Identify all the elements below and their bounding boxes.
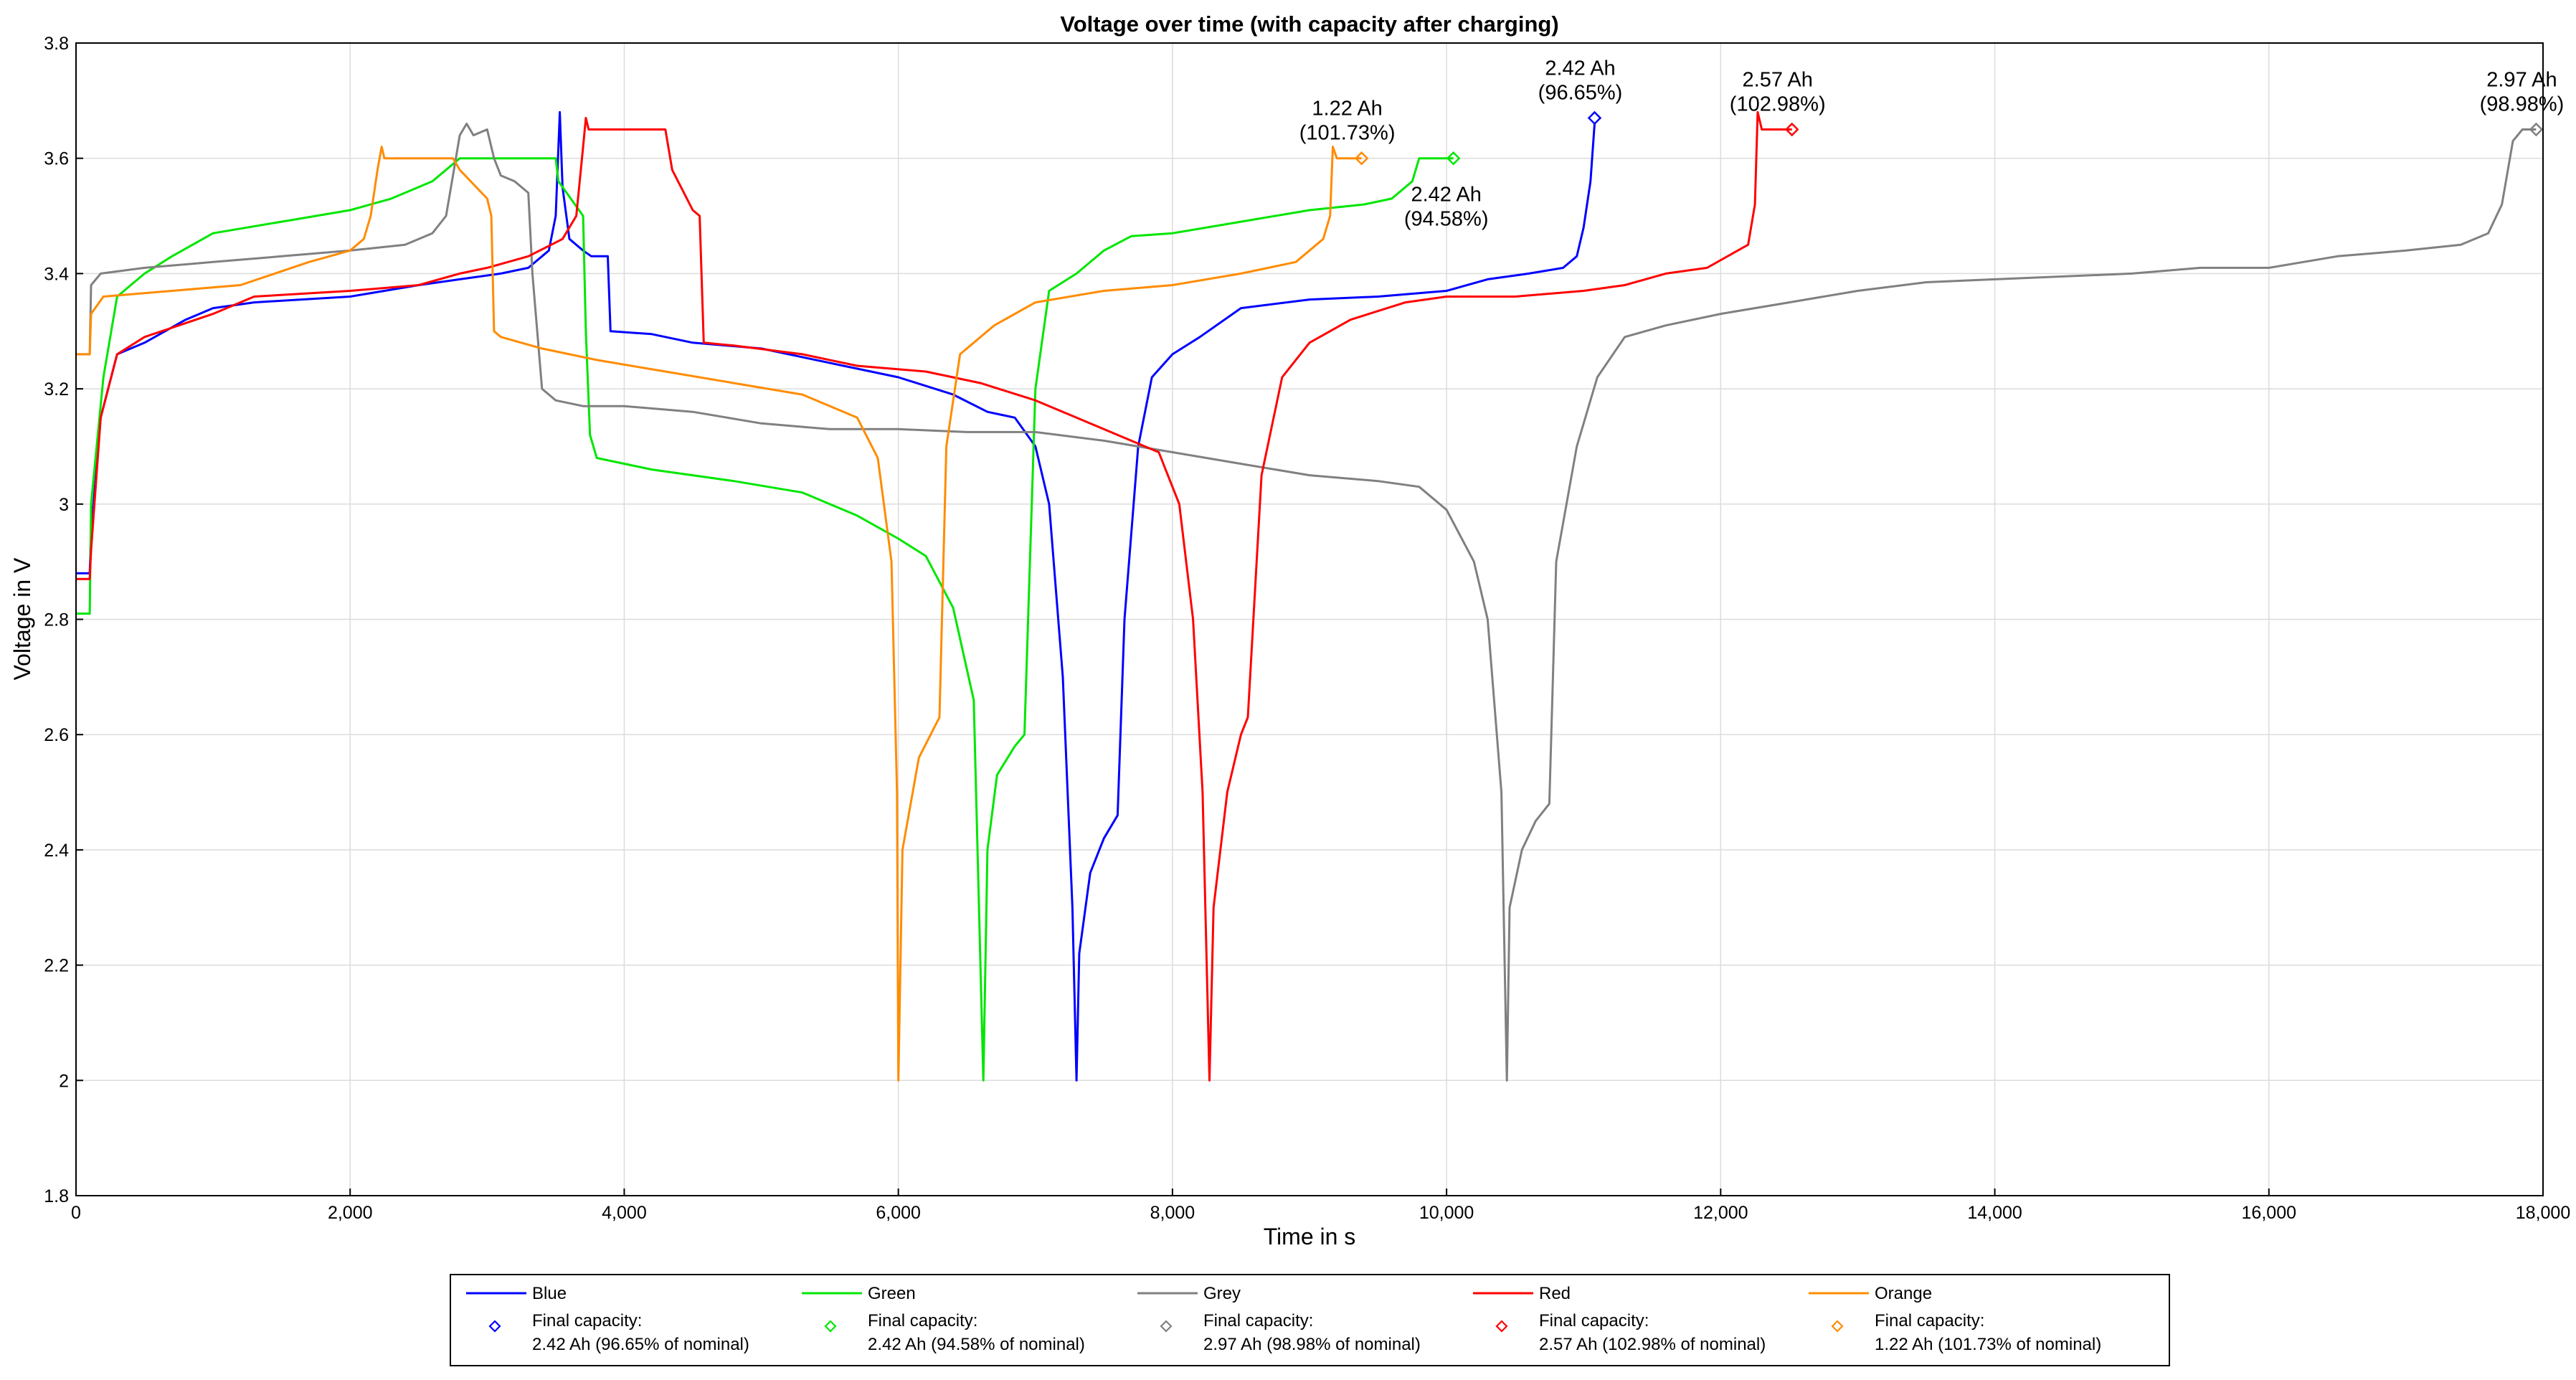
legend-label-grey: Grey bbox=[1203, 1284, 1241, 1303]
y-tick-label: 3 bbox=[59, 495, 69, 515]
legend-label-blue: Blue bbox=[532, 1284, 567, 1303]
x-tick-label: 6,000 bbox=[876, 1203, 921, 1223]
legend-marker-red bbox=[1495, 1320, 1508, 1333]
capacity-annotations: 2.42 Ah(96.65%)2.42 Ah(94.58%)2.97 Ah(98… bbox=[1299, 57, 2565, 230]
legend-label-red: Red bbox=[1539, 1284, 1571, 1303]
legend-marker-value-blue: 2.42 Ah (96.65% of nominal) bbox=[532, 1335, 749, 1354]
legend-marker-label-green: Final capacity: bbox=[868, 1311, 977, 1331]
legend: Blue Final capacity: 2.42 Ah (96.65% of no… bbox=[450, 1274, 2170, 1366]
y-tick-label: 2.2 bbox=[44, 956, 69, 976]
y-tick-label: 3.4 bbox=[44, 264, 69, 284]
series-line-red bbox=[76, 110, 1792, 1082]
legend-marker-value-red: 2.57 Ah (102.98% of nominal) bbox=[1539, 1335, 1766, 1354]
legend-marker-value-green: 2.42 Ah (94.58% of nominal) bbox=[868, 1335, 1085, 1354]
capacity-annotation-orange: 1.22 Ah bbox=[1312, 98, 1382, 120]
x-tick-label: 2,000 bbox=[328, 1203, 373, 1223]
series-line-grey bbox=[76, 123, 2537, 1082]
final-capacity-marker-grey bbox=[2529, 122, 2544, 137]
series-line-blue bbox=[76, 110, 1596, 1082]
y-tick-label: 1.8 bbox=[44, 1186, 69, 1206]
y-tick-label: 2.8 bbox=[44, 610, 69, 630]
final-capacity-marker-blue bbox=[1587, 110, 1602, 126]
legend-marker-green bbox=[824, 1320, 837, 1333]
x-tick-label: 18,000 bbox=[2516, 1203, 2570, 1223]
final-capacity-marker-orange bbox=[1354, 151, 1369, 166]
x-tick-label: 0 bbox=[71, 1203, 81, 1223]
legend-marker-label-orange: Final capacity: bbox=[1875, 1311, 1984, 1331]
capacity-annotation-green: 2.42 Ah bbox=[1411, 184, 1481, 207]
x-axis-label: Time in s bbox=[1264, 1224, 1356, 1249]
capacity-annotation-grey: 2.97 Ah bbox=[2486, 69, 2557, 92]
final-capacity-marker-red bbox=[1784, 122, 1799, 137]
y-tick-label: 2.6 bbox=[44, 725, 69, 745]
x-tick-label: 4,000 bbox=[602, 1203, 647, 1223]
legend-marker-orange bbox=[1831, 1320, 1844, 1333]
legend-marker-blue bbox=[488, 1320, 501, 1333]
capacity-annotation-percent-blue: (96.65%) bbox=[1538, 81, 1623, 104]
series-line-orange bbox=[76, 146, 1362, 1082]
y-tick-label: 2 bbox=[59, 1071, 69, 1091]
legend-marker-value-orange: 1.22 Ah (101.73% of nominal) bbox=[1875, 1335, 2101, 1354]
y-tick-label: 2.4 bbox=[44, 841, 69, 861]
y-tick-label: 3.8 bbox=[44, 34, 69, 54]
legend-marker-label-blue: Final capacity: bbox=[532, 1311, 642, 1331]
legend-marker-label-grey: Final capacity: bbox=[1203, 1311, 1313, 1331]
legend-marker-value-grey: 2.97 Ah (98.98% of nominal) bbox=[1203, 1335, 1421, 1354]
series-line-green bbox=[76, 157, 1454, 1082]
grid bbox=[76, 43, 2543, 1196]
chart-title: Voltage over time (with capacity after c… bbox=[1060, 11, 1558, 37]
y-tick-label: 3.2 bbox=[44, 379, 69, 400]
axis-ticks: 0 2,000 4,000 6,000 8,000 10,000 12,000 14,000 1… bbox=[44, 34, 2570, 1223]
x-tick-label: 8,000 bbox=[1150, 1203, 1195, 1223]
x-tick-label: 16,000 bbox=[2242, 1203, 2296, 1223]
x-tick-label: 12,000 bbox=[1693, 1203, 1748, 1223]
legend-marker-grey bbox=[1160, 1320, 1173, 1333]
capacity-annotation-red: 2.57 Ah bbox=[1743, 69, 1813, 92]
capacity-annotation-percent-orange: (101.73%) bbox=[1299, 122, 1396, 145]
final-capacity-markers bbox=[1354, 110, 2544, 166]
x-tick-label: 10,000 bbox=[1419, 1203, 1474, 1223]
capacity-annotation-blue: 2.42 Ah bbox=[1545, 57, 1615, 80]
legend-marker-label-red: Final capacity: bbox=[1539, 1311, 1649, 1331]
x-tick-label: 14,000 bbox=[1967, 1203, 2022, 1223]
capacity-annotation-percent-red: (102.98%) bbox=[1730, 93, 1826, 116]
y-tick-label: 3.6 bbox=[44, 149, 69, 169]
y-axis-label: Voltage in V bbox=[9, 557, 35, 680]
legend-box bbox=[450, 1274, 2170, 1366]
legend-label-green: Green bbox=[868, 1284, 916, 1303]
final-capacity-marker-green bbox=[1446, 151, 1461, 166]
capacity-annotation-percent-green: (94.58%) bbox=[1404, 208, 1489, 231]
capacity-annotation-percent-grey: (98.98%) bbox=[2480, 93, 2565, 116]
series-lines bbox=[76, 110, 2537, 1082]
legend-label-orange: Orange bbox=[1875, 1284, 1932, 1303]
